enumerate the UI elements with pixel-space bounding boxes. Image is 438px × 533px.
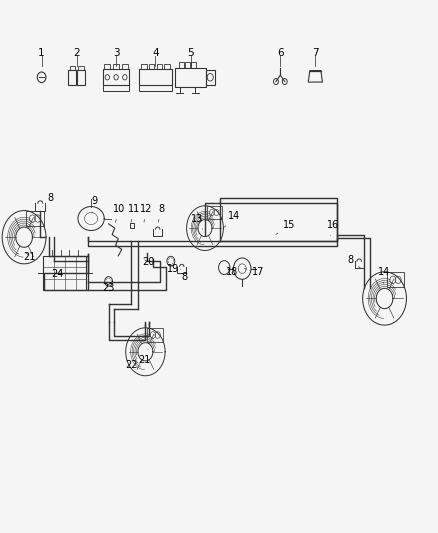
Text: 10: 10 [113, 204, 125, 222]
Text: 23: 23 [102, 283, 115, 293]
Text: 2: 2 [73, 49, 80, 58]
Bar [139, 85, 172, 91]
Bar [77, 70, 85, 85]
Text: 6: 6 [277, 49, 284, 58]
Bar [179, 62, 184, 68]
Bar [139, 69, 172, 85]
Text: 19: 19 [167, 264, 179, 274]
Bar [206, 69, 215, 85]
Bar [175, 68, 206, 86]
Bar [130, 223, 134, 228]
Text: 1: 1 [38, 49, 45, 58]
Text: 11: 11 [127, 204, 140, 222]
Bar [103, 85, 129, 91]
Bar [68, 70, 76, 85]
Text: 8: 8 [158, 204, 164, 222]
Text: 7: 7 [312, 49, 319, 58]
Bar [43, 256, 86, 290]
Text: 5: 5 [187, 49, 194, 58]
Text: 18: 18 [226, 267, 238, 277]
Text: 9: 9 [91, 197, 97, 213]
Text: 14: 14 [378, 267, 391, 284]
Bar [191, 62, 196, 68]
Bar [70, 66, 75, 70]
Text: 12: 12 [140, 204, 152, 222]
Bar [185, 62, 190, 68]
Text: 22: 22 [125, 354, 138, 369]
Text: 4: 4 [152, 49, 159, 58]
Text: 24: 24 [51, 270, 63, 279]
Bar [104, 64, 110, 69]
Text: 16: 16 [327, 220, 339, 236]
Text: 3: 3 [113, 49, 120, 58]
Bar [149, 64, 154, 69]
Text: 8: 8 [347, 255, 360, 268]
Text: 8: 8 [42, 193, 53, 207]
Text: 13: 13 [191, 214, 203, 229]
Text: 17: 17 [244, 267, 265, 277]
Text: 14: 14 [224, 211, 240, 227]
Bar [164, 64, 170, 69]
Bar [141, 64, 147, 69]
Text: 21: 21 [138, 349, 151, 365]
Text: 21: 21 [24, 252, 36, 262]
Bar [78, 66, 84, 70]
Text: 8: 8 [180, 269, 188, 282]
Bar [122, 64, 128, 69]
Bar [113, 64, 119, 69]
Bar [157, 64, 162, 69]
Text: 20: 20 [143, 257, 155, 267]
Text: 15: 15 [276, 220, 295, 235]
Bar [103, 69, 129, 85]
